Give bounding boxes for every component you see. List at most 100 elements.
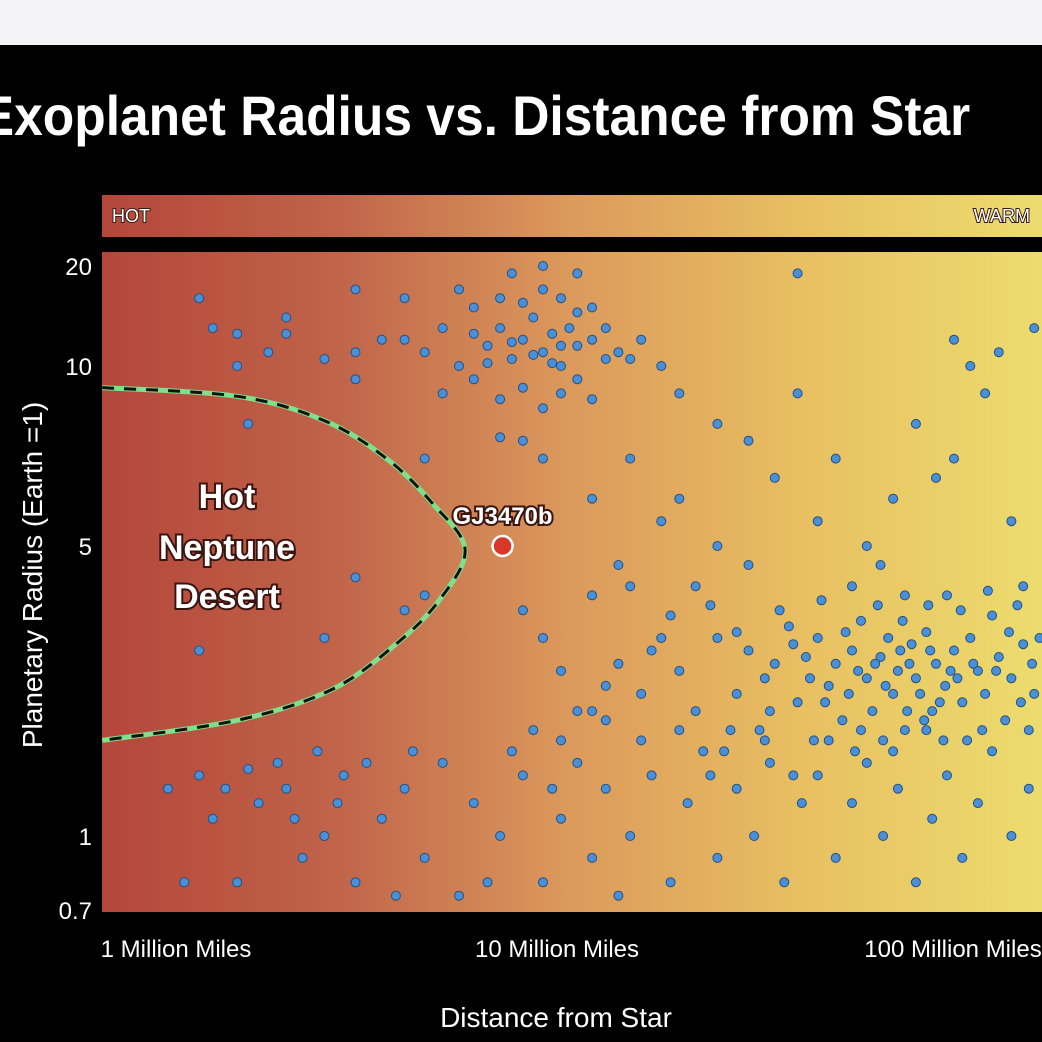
data-point: [883, 633, 894, 643]
data-point: [719, 746, 730, 757]
data-point: [892, 783, 903, 794]
data-point: [454, 284, 464, 295]
x-tick-label: 100 Million Miles: [864, 936, 1041, 963]
data-point: [613, 560, 624, 570]
data-point: [636, 735, 647, 746]
data-point: [792, 388, 803, 399]
data-point: [759, 673, 770, 684]
data-point: [538, 877, 548, 888]
data-point: [556, 813, 566, 824]
data-point: [712, 541, 723, 551]
desert-label-line-1: Hot: [199, 478, 256, 516]
data-point: [674, 493, 685, 504]
data-point: [556, 340, 566, 351]
data-point: [991, 665, 1002, 676]
data-point: [856, 725, 866, 736]
data-point: [982, 585, 993, 596]
data-point: [517, 435, 528, 446]
data-point: [910, 673, 921, 684]
data-point: [1015, 697, 1026, 708]
data-point: [993, 652, 1004, 662]
data-point: [942, 770, 952, 781]
data-point: [646, 770, 657, 781]
data-point: [800, 652, 811, 662]
data-point: [820, 697, 831, 708]
data-point: [468, 798, 479, 809]
data-point: [528, 725, 539, 736]
data-point: [468, 374, 479, 385]
data-point: [910, 418, 921, 429]
data-point: [613, 890, 624, 901]
data-point: [856, 615, 866, 626]
data-point: [712, 418, 723, 429]
x-tick-label: 10 Million Miles: [475, 936, 639, 963]
data-point: [731, 627, 742, 638]
data-point: [902, 706, 913, 717]
data-point: [243, 418, 254, 429]
data-point: [712, 633, 723, 643]
data-point: [921, 725, 932, 736]
data-point: [572, 268, 583, 279]
data-point: [338, 770, 349, 781]
data-point: [419, 453, 430, 464]
data-point: [656, 633, 667, 643]
data-point: [949, 453, 959, 464]
data-point: [399, 334, 410, 345]
data-point: [495, 323, 506, 334]
data-point: [419, 852, 430, 863]
desert-boundary-dash: [101, 386, 467, 742]
data-point: [572, 374, 583, 385]
data-point: [407, 746, 418, 757]
data-point: [506, 268, 517, 279]
data-point: [538, 261, 548, 271]
data-point: [506, 354, 517, 364]
data-point: [587, 302, 598, 313]
data-point: [613, 658, 624, 669]
data-point: [625, 453, 636, 464]
data-point: [847, 581, 857, 592]
data-point: [1029, 688, 1040, 699]
data-point: [808, 735, 819, 746]
data-point: [517, 334, 528, 345]
y-tick-label: 10: [65, 354, 92, 381]
data-point: [547, 783, 558, 794]
data-point: [972, 798, 983, 809]
data-point: [899, 590, 910, 601]
data-point: [779, 877, 790, 888]
data-point: [921, 627, 932, 638]
x-tick-label: 1 Million Miles: [101, 936, 252, 963]
data-point: [572, 706, 583, 717]
data-point: [980, 688, 991, 699]
data-point: [875, 652, 886, 662]
data-point: [837, 715, 848, 726]
data-point: [207, 813, 218, 824]
data-point: [743, 435, 754, 446]
desert-label-line-2: Neptune: [159, 529, 295, 567]
data-point: [923, 600, 934, 611]
chart-title: Exoplanet Radius vs. Distance from Star: [0, 85, 970, 147]
data-point: [665, 877, 676, 888]
data-point: [636, 688, 647, 699]
data-point: [495, 432, 506, 443]
data-point: [816, 595, 827, 606]
data-point: [931, 472, 941, 483]
data-point: [376, 334, 387, 345]
band-label-warm: WARM: [974, 206, 1030, 226]
data-point: [949, 645, 959, 656]
data-point: [957, 697, 968, 708]
data-point: [1006, 516, 1017, 527]
data-point: [792, 268, 803, 279]
data-point: [272, 757, 283, 768]
desert-label-line-3: Desert: [174, 578, 280, 616]
data-point: [705, 770, 716, 781]
data-point: [454, 890, 464, 901]
data-point: [788, 639, 799, 650]
data-point: [682, 798, 693, 809]
data-point: [556, 388, 566, 399]
data-point: [312, 746, 323, 757]
data-point: [399, 605, 410, 616]
data-point: [674, 388, 685, 399]
data-point: [830, 453, 841, 464]
data-point: [725, 725, 736, 736]
data-point: [220, 783, 231, 794]
